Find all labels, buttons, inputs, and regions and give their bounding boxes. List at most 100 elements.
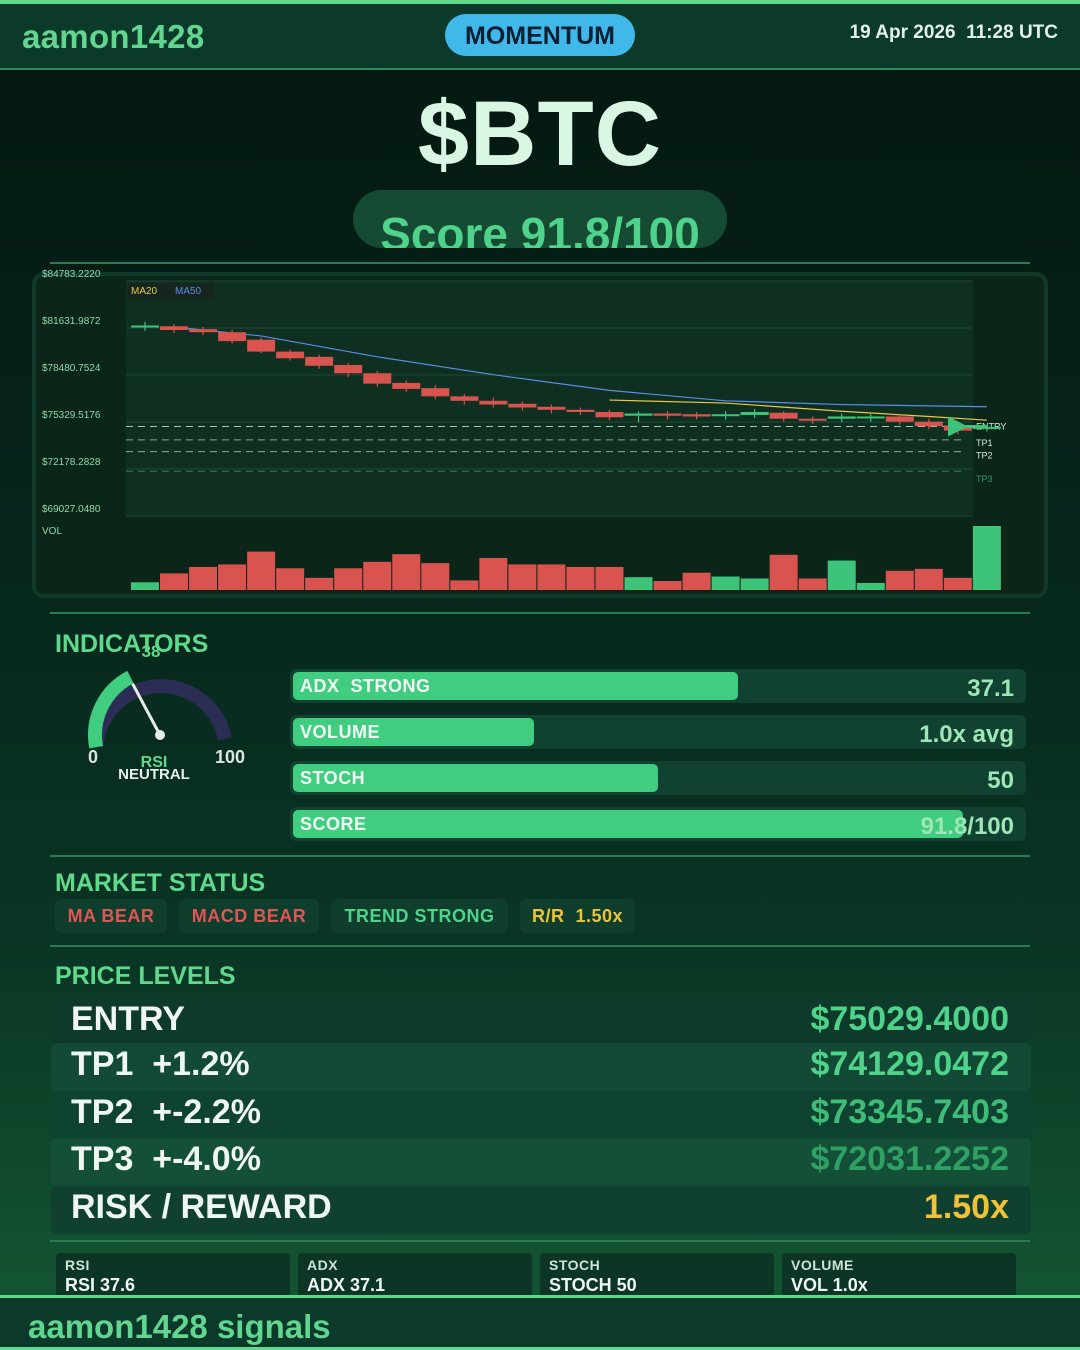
divider	[50, 1240, 1030, 1242]
gauge-min-label: 0	[88, 747, 98, 767]
y-tick-label: $75329.5176	[42, 410, 101, 421]
volume-bar	[305, 577, 334, 590]
level-value: 1.50x	[923, 1188, 1009, 1226]
volume-bar	[885, 570, 914, 590]
y-tick-label: $69027.0480	[42, 504, 101, 515]
stat-label: STOCH	[549, 1257, 601, 1273]
bar-fill	[293, 764, 658, 792]
score-badge: Score 91.8/100	[353, 190, 727, 248]
level-label: TP1	[976, 438, 993, 448]
bar-label: VOLUME	[300, 722, 381, 742]
stat-label: ADX	[307, 1257, 339, 1273]
level-value: $72031.2252	[810, 1140, 1009, 1178]
volume-bar	[711, 576, 740, 590]
candle-body	[189, 329, 218, 333]
candle-body	[421, 388, 450, 397]
candle-body	[653, 413, 682, 416]
level-value: $74129.0472	[810, 1045, 1009, 1083]
volume-bar	[914, 568, 943, 590]
candle-body	[450, 396, 479, 401]
volume-bar	[508, 564, 537, 590]
score-text: Score 91.8/100	[380, 208, 700, 248]
gauge-max-label: 100	[215, 747, 245, 767]
timestamp: 19 Apr 2026 11:28 UTC	[849, 22, 1058, 43]
price-chart: $84783.2220 $81631.9872 $78480.7524 $75329.…	[42, 269, 1006, 590]
bottom-accent-line	[0, 1347, 1080, 1350]
level-label: ENTRY	[976, 421, 1006, 431]
entry-arrow-head	[948, 416, 968, 437]
indicator-bar-stoch: STOCH 50	[290, 761, 1026, 795]
plot-area	[126, 281, 973, 516]
divider	[50, 612, 1030, 614]
bar-label: ADX STRONG	[300, 676, 431, 696]
gauge-needle	[131, 683, 162, 736]
level-label: TP3	[976, 474, 993, 484]
gauge-hub	[155, 730, 165, 740]
candle-body	[827, 416, 856, 419]
mode-badge[interactable]: MOMENTUM	[445, 14, 635, 56]
stat-box-volume: VOLUME VOL 1.0x	[782, 1253, 1016, 1299]
ticker-symbol: $BTC	[417, 83, 663, 185]
bar-value: 37.1	[967, 675, 1014, 702]
volume-bar	[479, 558, 508, 590]
level-name: TP3 +-4.0%	[71, 1140, 261, 1178]
divider	[50, 855, 1030, 857]
candle-body	[537, 406, 566, 410]
candle-body	[131, 325, 159, 328]
indicator-bar-volume: VOLUME 1.0x avg	[290, 715, 1026, 749]
stat-value: ADX 37.1	[307, 1275, 386, 1295]
volume-bar	[624, 577, 653, 590]
stat-value: STOCH 50	[549, 1275, 637, 1295]
divider	[50, 262, 1030, 264]
volume-bar	[421, 563, 450, 590]
volume-bar	[276, 568, 305, 590]
level-row-tp1: TP1 +1.2% $74129.0472	[51, 1043, 1031, 1091]
volume-bar	[247, 551, 276, 590]
candle-body	[798, 418, 827, 421]
candle-body	[595, 411, 624, 418]
candle-body	[334, 365, 363, 374]
ma50-line	[173, 326, 987, 408]
candle-body	[885, 416, 914, 422]
candle-body	[247, 339, 276, 352]
top-accent-line	[0, 0, 1080, 4]
divider	[50, 945, 1030, 947]
gauge-rsi-label: RSI	[141, 754, 168, 771]
y-tick-label: $84783.2220	[42, 269, 101, 280]
header-bar: aamon1428 MOMENTUM 19 Apr 2026 11:28 UTC	[0, 4, 1080, 70]
volume-bar	[856, 582, 885, 590]
gauge-status-label: NEUTRAL	[118, 766, 190, 783]
candle-body	[566, 409, 595, 412]
candle-body	[711, 414, 740, 417]
volume-bar	[943, 577, 972, 590]
level-row-tp2: TP2 +-2.2% $73345.7403	[51, 1091, 1031, 1139]
bar-label: STOCH	[300, 768, 366, 788]
indicator-bar-score: SCORE 91.8/100	[290, 807, 1026, 841]
level-row-entry: ENTRY $75029.4000	[51, 998, 1031, 1046]
candle-body	[276, 351, 305, 359]
y-tick-label: $72178.2828	[42, 457, 101, 468]
volume-bar	[537, 564, 566, 590]
stat-value: VOL 1.0x	[791, 1275, 868, 1295]
volume-bar	[972, 526, 1001, 590]
bar-label: SCORE	[300, 814, 367, 834]
level-row-risk-reward: RISK / REWARD 1.50x	[51, 1186, 1031, 1234]
legend-ma50: MA50	[175, 286, 202, 297]
legend-box	[128, 283, 214, 299]
volume-bar	[653, 581, 682, 590]
candle-body	[218, 332, 247, 342]
status-chip-macd: MACD BEAR	[179, 899, 319, 933]
indicators-title: INDICATORS	[55, 630, 209, 658]
bar-fill	[293, 672, 739, 700]
market-status-title: MARKET STATUS	[55, 869, 266, 897]
bar-value: 1.0x avg	[919, 721, 1014, 748]
stat-label: VOLUME	[791, 1257, 854, 1273]
stat-value: RSI 37.6	[65, 1275, 136, 1295]
footer-bar: aamon1428 signals	[0, 1295, 1080, 1350]
volume-bar	[392, 554, 421, 590]
level-value: $75029.4000	[810, 1000, 1009, 1038]
legend-ma20: MA20	[131, 286, 158, 297]
candle-body	[479, 400, 508, 405]
level-name: RISK / REWARD	[71, 1188, 332, 1226]
volume-bar	[827, 560, 856, 590]
